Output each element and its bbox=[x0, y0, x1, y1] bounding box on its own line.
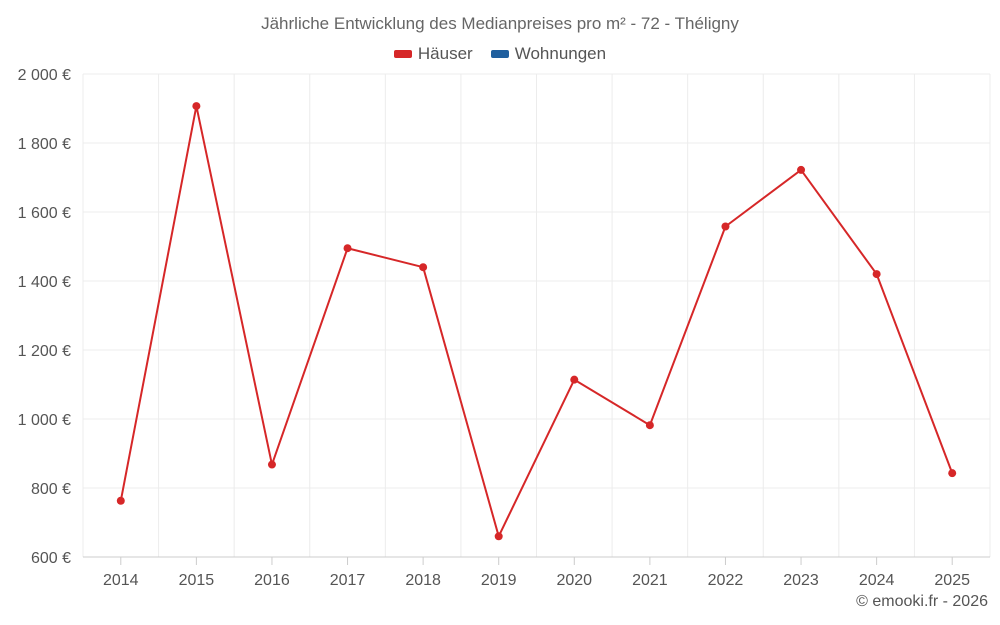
data-point[interactable] bbox=[646, 421, 654, 429]
x-tick-label: 2014 bbox=[103, 572, 139, 589]
y-tick-label: 1 800 € bbox=[18, 136, 71, 153]
x-tick-label: 2020 bbox=[556, 572, 592, 589]
grid-layer bbox=[83, 74, 990, 557]
y-tick-label: 600 € bbox=[31, 550, 71, 567]
data-point[interactable] bbox=[873, 270, 881, 278]
y-tick-label: 1 400 € bbox=[18, 274, 71, 291]
x-tick-label: 2019 bbox=[481, 572, 517, 589]
chart-plot: 600 € 800 € 1 000 € 1 200 € 1 400 € 1 600 € 1 … bbox=[0, 0, 1000, 625]
credit: © emooki.fr - 2026 bbox=[856, 593, 988, 611]
data-point[interactable] bbox=[948, 469, 956, 477]
x-tick-label: 2018 bbox=[405, 572, 441, 589]
x-tick-label: 2017 bbox=[330, 572, 366, 589]
data-point[interactable] bbox=[117, 497, 125, 505]
y-tick-label: 2 000 € bbox=[18, 67, 71, 84]
y-tick-label: 1 000 € bbox=[18, 412, 71, 429]
x-tick-label: 2023 bbox=[783, 572, 819, 589]
data-point[interactable] bbox=[268, 461, 276, 469]
y-tick-label: 1 600 € bbox=[18, 205, 71, 222]
x-tick-label: 2016 bbox=[254, 572, 290, 589]
data-point[interactable] bbox=[721, 222, 729, 230]
y-tick-label: 800 € bbox=[31, 481, 71, 498]
x-tick-label: 2024 bbox=[859, 572, 895, 589]
x-tick-label: 2021 bbox=[632, 572, 668, 589]
x-tick-label: 2015 bbox=[179, 572, 215, 589]
data-point[interactable] bbox=[570, 376, 578, 384]
x-tick-label: 2022 bbox=[708, 572, 744, 589]
data-point[interactable] bbox=[192, 102, 200, 110]
data-point[interactable] bbox=[419, 263, 427, 271]
y-tick-label: 1 200 € bbox=[18, 343, 71, 360]
x-tick-label: 2025 bbox=[934, 572, 970, 589]
data-point[interactable] bbox=[797, 166, 805, 174]
data-point[interactable] bbox=[495, 532, 503, 540]
axis-layer: 600 € 800 € 1 000 € 1 200 € 1 400 € 1 600 € 1 … bbox=[18, 67, 990, 589]
data-point[interactable] bbox=[344, 244, 352, 252]
